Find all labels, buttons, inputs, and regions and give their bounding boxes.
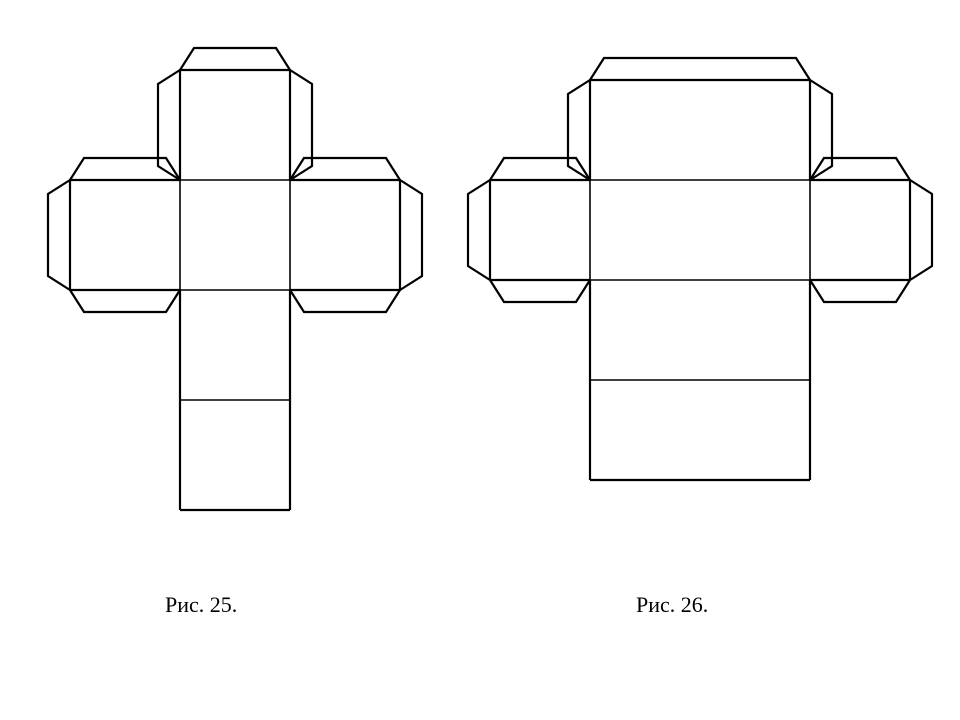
page-canvas: Рис. 25. Рис. 26. [0,0,960,720]
fig26-caption: Рис. 26. [636,592,708,618]
fig26-diagram [470,60,930,580]
fig25-diagram [60,60,420,580]
fig25-caption: Рис. 25. [165,592,237,618]
